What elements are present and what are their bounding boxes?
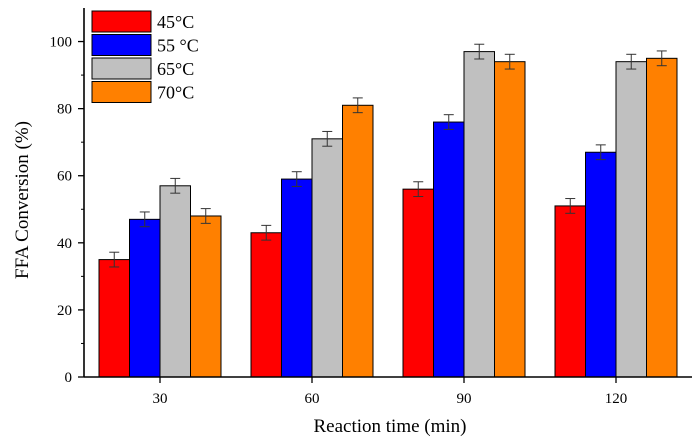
- bar-120-1: [554, 205, 586, 378]
- x-tick-label-60: 60: [305, 391, 320, 407]
- error-bar-120-4: [656, 50, 667, 67]
- legend-item-2: 55 °C: [91, 34, 199, 56]
- bar-90-3: [463, 51, 495, 378]
- error-bar-60-3: [322, 130, 333, 147]
- bar-120-3: [615, 61, 647, 378]
- legend-swatch-1: [91, 10, 152, 33]
- bar-90-4: [494, 61, 526, 378]
- bar-120-4: [646, 57, 678, 378]
- y-tick-label-0: 0: [65, 370, 73, 386]
- y-tick-label-80: 80: [57, 102, 72, 118]
- y-tick-label-100: 100: [50, 35, 73, 51]
- legend-label-2: 55 °C: [157, 36, 199, 56]
- bar-60-2: [281, 178, 313, 378]
- error-bar-60-2: [291, 171, 302, 187]
- error-bar-30-1: [109, 251, 120, 268]
- bar-120-2: [585, 151, 617, 378]
- error-bar-30-2: [139, 211, 150, 228]
- error-bar-90-3: [474, 43, 485, 60]
- x-tick-label-90: 90: [457, 391, 472, 407]
- legend-label-3: 65°C: [157, 59, 194, 79]
- ticks-layer: 30 60 90 120 0 20 40 60 80 100: [50, 35, 628, 407]
- legend: 45°C 55 °C 65°C 70°C: [91, 10, 199, 103]
- bar-30-4: [190, 215, 222, 378]
- error-bar-120-3: [626, 53, 637, 70]
- y-tick-label-40: 40: [57, 236, 72, 252]
- legend-item-3: 65°C: [91, 57, 194, 80]
- error-bar-30-4: [200, 208, 211, 224]
- legend-label-1: 45°C: [157, 12, 194, 32]
- legend-swatch-3: [91, 57, 152, 80]
- legend-label-4: 70°C: [157, 83, 194, 103]
- bar-30-3: [159, 185, 191, 378]
- bar-90-1: [402, 188, 434, 378]
- x-tick-label-30: 30: [153, 391, 168, 407]
- error-bar-90-4: [504, 53, 515, 70]
- legend-swatch-4: [91, 81, 152, 103]
- axes-layer: [83, 8, 692, 378]
- bar-30-1: [98, 259, 130, 378]
- bars-layer: [98, 51, 678, 378]
- y-axis-label: FFA Conversion (%): [12, 121, 33, 279]
- error-bar-60-4: [352, 97, 363, 114]
- error-bar-90-1: [413, 181, 424, 198]
- x-axis-label: Reaction time (min): [313, 416, 466, 437]
- error-bars-layer: [109, 43, 667, 268]
- error-bar-30-3: [170, 177, 181, 194]
- legend-swatch-2: [91, 34, 152, 56]
- y-tick-label-60: 60: [57, 169, 72, 185]
- error-bar-120-1: [565, 198, 576, 214]
- bar-60-1: [250, 232, 282, 378]
- legend-item-1: 45°C: [91, 10, 194, 33]
- bar-90-2: [433, 121, 465, 378]
- error-bar-120-2: [595, 144, 606, 161]
- legend-item-4: 70°C: [91, 81, 194, 103]
- bar-60-3: [311, 138, 343, 378]
- bar-60-4: [342, 104, 374, 378]
- error-bar-90-2: [443, 114, 454, 130]
- y-tick-label-20: 20: [57, 303, 72, 319]
- bar-30-2: [129, 218, 161, 378]
- x-tick-label-120: 120: [605, 391, 628, 407]
- error-bar-60-1: [261, 224, 272, 241]
